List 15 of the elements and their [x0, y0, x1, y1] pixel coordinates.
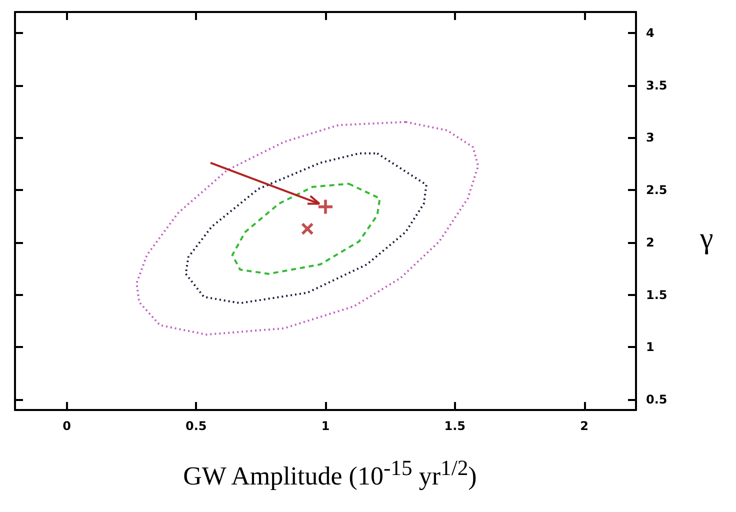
y-tick-label: 3	[646, 130, 654, 145]
y-tick-label: 0.5	[646, 392, 668, 407]
y-tick-label: 1.5	[646, 288, 668, 302]
x-axis-title: GW Amplitude (10$^{-15}$ yr$^{1/2}$)	[182, 456, 478, 492]
y-tick-label: 1	[646, 340, 654, 354]
x-tick-label: 1	[321, 419, 330, 433]
x-tick-label: 0.5	[185, 419, 207, 433]
y-tick-label: 4	[646, 26, 654, 40]
x-tick-label: 2	[580, 419, 588, 433]
y-axis-title: γ	[700, 222, 714, 256]
x-tick-label: 1.5	[444, 419, 466, 433]
y-tick-label: 2	[646, 235, 654, 250]
x-tick-label: 0	[62, 419, 71, 433]
y-tick-label: 2.5	[646, 183, 668, 198]
y-tick-label: 3.5	[646, 78, 668, 92]
